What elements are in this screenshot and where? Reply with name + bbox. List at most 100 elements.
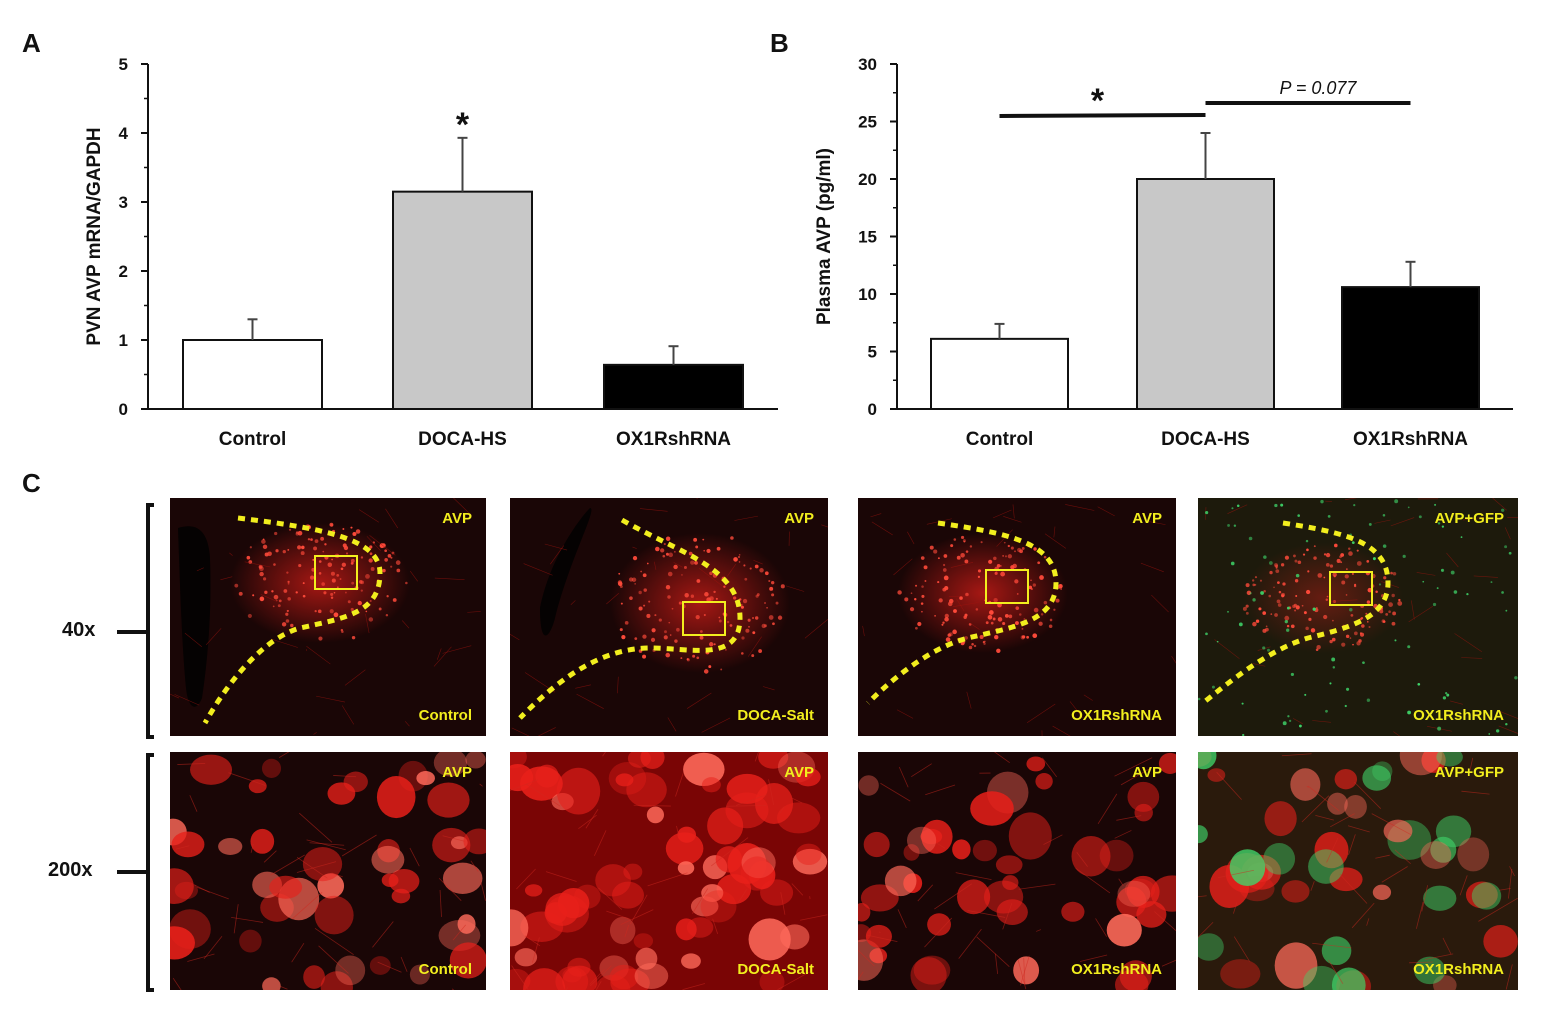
y-tick-label: 15 [858,228,877,247]
cell-dot [1003,541,1006,544]
cell-dot [692,654,696,658]
cell-dot [262,544,268,550]
cell-dot [953,609,957,613]
avp-cell [760,879,794,906]
fiber [306,839,346,851]
gfp-dot [1280,503,1284,507]
avp-cell [972,839,997,862]
gfp-dot [1437,522,1441,525]
fiber [174,694,200,706]
cell-dot [693,537,698,542]
cell-dot [777,615,783,620]
avp-cell [1344,794,1367,819]
cell-dot [703,613,706,617]
cell-dot [964,559,969,564]
fiber [1310,881,1315,891]
gfp-dot [1501,591,1504,594]
cell-dot [994,635,999,640]
cell-dot [1007,554,1013,559]
fiber [1498,725,1518,734]
cell-dot [1341,580,1346,585]
fiber [735,794,767,806]
cell-dot [772,622,775,626]
fiber [344,669,366,686]
cell-dot [655,546,660,552]
cell-dot [937,580,940,584]
cell-dot [1019,613,1022,616]
fiber [734,515,758,521]
cell-dot [1254,576,1258,579]
cell-dot [1388,610,1391,614]
cell-dot [317,609,322,614]
fiber [524,935,541,947]
fiber [676,825,680,838]
cell-dot [395,560,401,565]
cell-dot [405,581,408,585]
cell-dot [964,636,968,640]
gfp-cell [1372,761,1393,782]
avp-cell [635,947,658,970]
zoom-box [1329,571,1373,606]
stain-label: AVP [442,510,472,527]
fiber [1473,575,1498,578]
gfp-cell [1198,825,1208,844]
cell-dot [770,580,775,585]
cell-dot [688,551,693,556]
cell-dot [915,626,918,630]
cell-dot [729,624,733,627]
cell-dot [973,644,977,648]
avp-cell [776,802,821,834]
y-axis-label: Plasma AVP (pg/ml) [814,148,835,325]
cell-dot [392,598,397,602]
avp-cell [595,974,631,990]
fiber [779,806,785,814]
row-bracket-tick [117,630,147,634]
avp-cell [261,758,282,778]
fiber [1306,785,1309,788]
cell-dot [318,560,322,563]
cell-dot [286,609,289,613]
ventricle [540,508,592,636]
fiber [510,779,539,791]
fiber [341,705,355,725]
cell-dot [723,585,726,588]
fiber [1415,901,1424,929]
gfp-dot [1407,710,1411,715]
fiber [1315,815,1334,821]
fiber [994,752,1010,764]
fiber [1408,605,1433,623]
cell-dot [678,601,682,605]
chart-a: 0 1 2 3 4 5 PVN AVP mRNA/GAPDH Control DOCA-HS OX… [84,55,778,450]
cell-dot [272,605,275,608]
cell-dot [917,621,922,627]
fiber [205,628,222,645]
fiber [331,872,343,878]
fiber [184,632,202,647]
cell-dot [314,539,319,543]
pvn-outline [1201,520,1391,705]
cell-dot [993,598,998,603]
avp-cell [884,865,917,897]
gfp-dot [1295,573,1300,578]
fiber [1366,918,1370,926]
cell-dot [238,591,243,596]
gfp-dot [1368,522,1372,526]
fiber [969,622,980,630]
gfp-dot [1263,555,1267,559]
cell-dot [1033,547,1037,551]
cell-dot [271,590,274,593]
stain-label: AVP [442,764,472,781]
cell-dot [1265,625,1268,628]
gfp-cell [1414,956,1446,985]
avp-cell [690,896,719,917]
avp-cell [1099,839,1134,872]
cell-dot [941,623,944,626]
cell-dot [1390,571,1393,575]
fiber [1043,834,1063,845]
cell-dot [350,607,354,612]
cell-dot [640,570,642,573]
gfp-dot [1274,503,1278,508]
fiber [570,600,576,605]
gfp-dot [1327,514,1331,518]
avp-cell [314,895,354,935]
